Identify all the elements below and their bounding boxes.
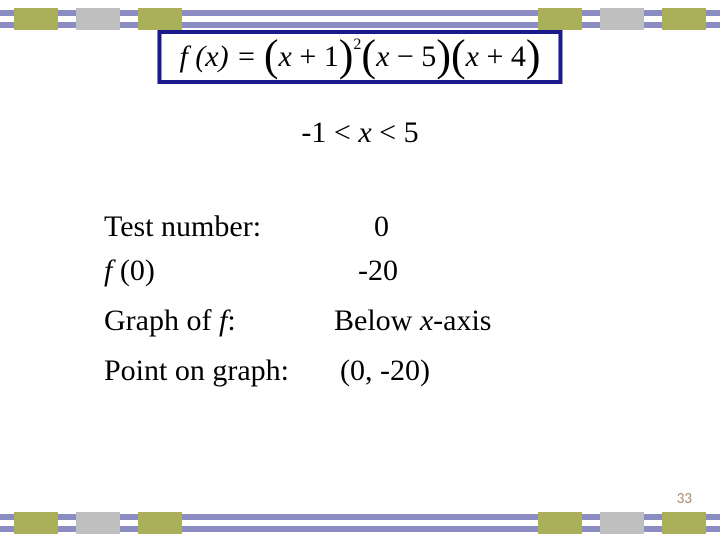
row-f-value: f (0) -20 <box>104 254 491 288</box>
factor3-inner: x + 4 <box>466 40 526 73</box>
value-f: -20 <box>334 254 398 288</box>
graph-label-prefix: Graph of <box>104 304 219 337</box>
equation-lhs: f (x) = <box>179 40 263 73</box>
strip-block <box>662 512 706 534</box>
strip-block <box>662 8 706 30</box>
strip-block <box>76 8 120 30</box>
strip-blocks-right <box>538 512 706 534</box>
paren-open: ( <box>264 31 279 80</box>
value-point: (0, -20) <box>334 354 430 388</box>
strip-block <box>14 512 58 534</box>
graph-value-var: x <box>420 304 433 337</box>
page-number: 33 <box>677 490 692 508</box>
paren-close: ) <box>339 31 354 80</box>
row-graph: Graph of f: Below x-axis <box>104 304 491 338</box>
strip-blocks-right <box>538 8 706 30</box>
value-graph: Below x-axis <box>334 304 491 338</box>
label-test-number: Test number: <box>104 210 334 244</box>
strip-block <box>14 8 58 30</box>
interval-text: -1 < x < 5 <box>0 116 720 150</box>
strip-blocks-left <box>14 512 182 534</box>
row-test-number: Test number: 0 <box>104 210 491 244</box>
graph-value-suffix: -axis <box>433 304 491 337</box>
strip-block <box>76 512 120 534</box>
paren-open: ( <box>451 31 466 80</box>
paren-close: ) <box>526 31 541 80</box>
value-test-number: 0 <box>334 210 389 244</box>
strip-block <box>600 8 644 30</box>
graph-value-prefix: Below <box>334 304 420 337</box>
paren-open: ( <box>361 31 376 80</box>
interval-left: -1 < <box>301 116 358 149</box>
label-f-value: f (0) <box>104 254 334 288</box>
strip-blocks-left <box>14 8 182 30</box>
strip-block <box>138 512 182 534</box>
strip-block <box>138 8 182 30</box>
factor1-inner: x + 1 <box>279 40 339 73</box>
top-decoration-strip <box>0 8 720 30</box>
f-label-arg: (0) <box>120 254 155 287</box>
bottom-decoration-strip <box>0 512 720 534</box>
content-block: Test number: 0 f (0) -20 Graph of f: Bel… <box>104 210 491 398</box>
factor1-exp: 2 <box>353 36 361 53</box>
equation-box: f (x) = (x + 1)2(x − 5)(x + 4) <box>157 30 562 84</box>
interval-right: < 5 <box>372 116 419 149</box>
strip-block <box>538 8 582 30</box>
graph-label-colon: : <box>227 304 235 337</box>
label-point: Point on graph: <box>104 354 334 388</box>
f-label-prefix: f <box>104 254 120 287</box>
interval-var: x <box>358 116 371 149</box>
strip-block <box>538 512 582 534</box>
factor2-inner: x − 5 <box>376 40 436 73</box>
strip-block <box>600 512 644 534</box>
paren-close: ) <box>436 31 451 80</box>
row-point: Point on graph: (0, -20) <box>104 354 491 388</box>
label-graph: Graph of f: <box>104 304 334 338</box>
